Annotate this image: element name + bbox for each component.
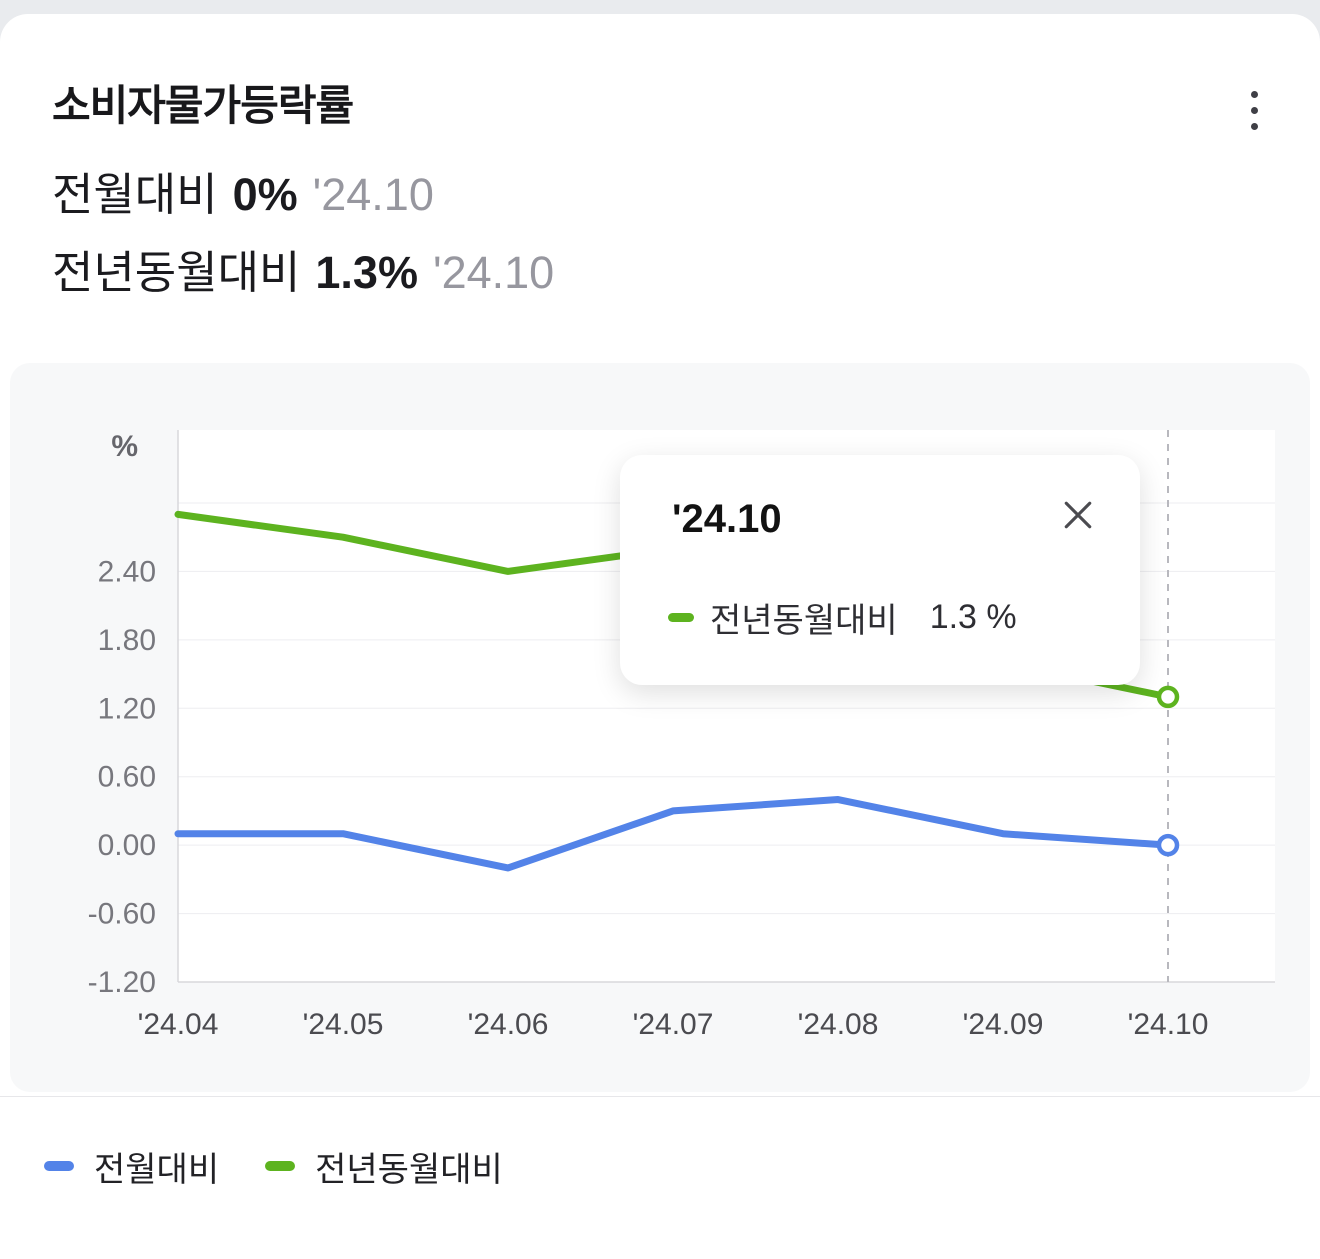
x-tick-label: '24.07: [633, 1008, 714, 1041]
series-line[interactable]: [174, 796, 1172, 872]
chart-legend: 전월대비 전년동월대비: [44, 1140, 503, 1192]
stat-line-mom: 전월대비 0% '24.10: [52, 156, 554, 234]
series-color-dash-icon: [668, 613, 694, 622]
close-icon[interactable]: [1052, 489, 1104, 541]
tooltip-series-label: 전년동월대비: [710, 602, 898, 640]
y-tick-label: -1.20: [88, 966, 156, 999]
x-tick-label: '24.09: [963, 1008, 1044, 1041]
stat-label: 전년동월대비: [52, 247, 301, 298]
x-tick-label: '24.08: [798, 1008, 879, 1041]
y-axis-unit-label: %: [111, 430, 138, 463]
y-tick-label: 0.00: [98, 829, 156, 862]
highlight-marker[interactable]: [1156, 685, 1180, 709]
legend-dash-icon: [44, 1161, 74, 1171]
y-tick-label: -0.60: [88, 898, 156, 931]
stat-value: 1.3%: [315, 247, 418, 298]
chart-card: -1.20 -0.60 0.00 0.60 1.20 1.80 2.40% '24.04 '24…: [10, 363, 1310, 1092]
y-tick-label: 1.80: [98, 624, 156, 657]
y-tick-label: 2.40: [98, 555, 156, 588]
divider: [0, 1096, 1320, 1097]
legend-item-yoy[interactable]: 전년동월대비: [265, 1142, 503, 1191]
legend-label: 전년동월대비: [315, 1150, 503, 1189]
x-tick-label: '24.04: [138, 1008, 219, 1041]
stat-label: 전월대비: [52, 169, 218, 220]
stat-value: 0%: [232, 169, 298, 220]
kebab-menu-icon[interactable]: [1234, 80, 1274, 140]
summary-stats: 전월대비 0% '24.10 전년동월대비 1.3% '24.10: [52, 156, 554, 312]
main-panel: 소비자물가등락률 전월대비 0% '24.10 전년동월대비 1.3% '24.10 -…: [0, 14, 1320, 1259]
y-tick-label: 0.60: [98, 761, 156, 794]
tooltip-title: '24.10: [672, 497, 782, 541]
stat-line-yoy: 전년동월대비 1.3% '24.10: [52, 234, 554, 312]
tooltip-row: 전년동월대비 1.3 %: [668, 593, 1017, 642]
stat-date: '24.10: [432, 247, 555, 298]
legend-item-mom[interactable]: 전월대비: [44, 1142, 219, 1191]
highlight-marker[interactable]: [1156, 833, 1180, 857]
page-title: 소비자물가등락률: [52, 82, 354, 129]
stat-date: '24.10: [312, 169, 434, 220]
tooltip-value: 1.3 %: [929, 598, 1017, 636]
legend-dash-icon: [265, 1161, 296, 1171]
legend-label: 전월대비: [94, 1150, 220, 1189]
x-tick-label: '24.06: [468, 1008, 549, 1041]
chart-tooltip: '24.10 전년동월대비 1.3 %: [620, 455, 1140, 685]
x-tick-label: '24.05: [303, 1008, 384, 1041]
y-tick-label: 1.20: [98, 692, 156, 725]
x-tick-label: '24.10: [1128, 1008, 1209, 1041]
